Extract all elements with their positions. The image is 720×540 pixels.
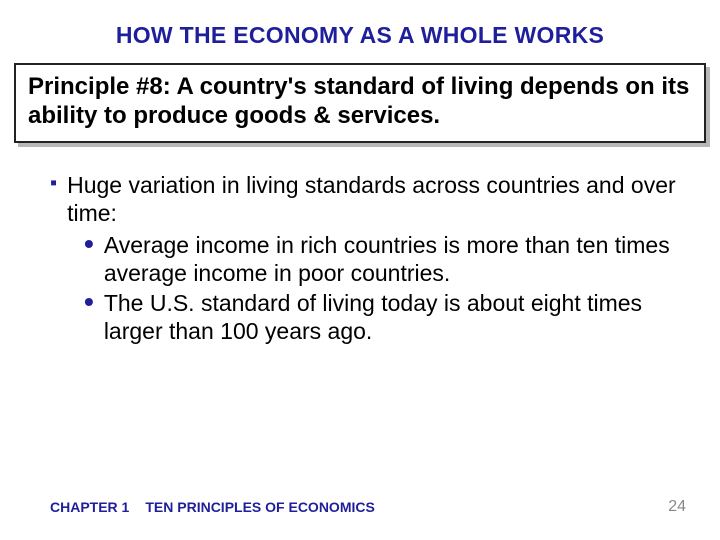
chapter-title: TEN PRINCIPLES OF ECONOMICS: [145, 499, 374, 515]
bullet-level2-text: The U.S. standard of living today is abo…: [104, 289, 682, 345]
page-number: 24: [668, 498, 686, 516]
body-content: ▪ Huge variation in living standards acr…: [0, 143, 720, 345]
bullet-level1-text: Huge variation in living standards acros…: [67, 171, 682, 227]
chapter-number: CHAPTER 1: [50, 499, 129, 515]
footer-left: CHAPTER 1 TEN PRINCIPLES OF ECONOMICS: [50, 499, 375, 515]
bullet-level1: ▪ Huge variation in living standards acr…: [50, 171, 682, 227]
dot-bullet-icon: •: [84, 231, 94, 258]
slide-title: HOW THE ECONOMY AS A WHOLE WORKS: [0, 0, 720, 49]
bullet-level2-text: Average income in rich countries is more…: [104, 231, 682, 287]
bullet-level2: • Average income in rich countries is mo…: [84, 231, 682, 287]
principle-box: Principle #8: A country's standard of li…: [14, 63, 706, 143]
dot-bullet-icon: •: [84, 289, 94, 316]
square-bullet-icon: ▪: [50, 171, 57, 196]
principle-text: Principle #8: A country's standard of li…: [28, 73, 692, 131]
bullet-level2: • The U.S. standard of living today is a…: [84, 289, 682, 345]
slide-footer: CHAPTER 1 TEN PRINCIPLES OF ECONOMICS 24: [0, 498, 720, 516]
